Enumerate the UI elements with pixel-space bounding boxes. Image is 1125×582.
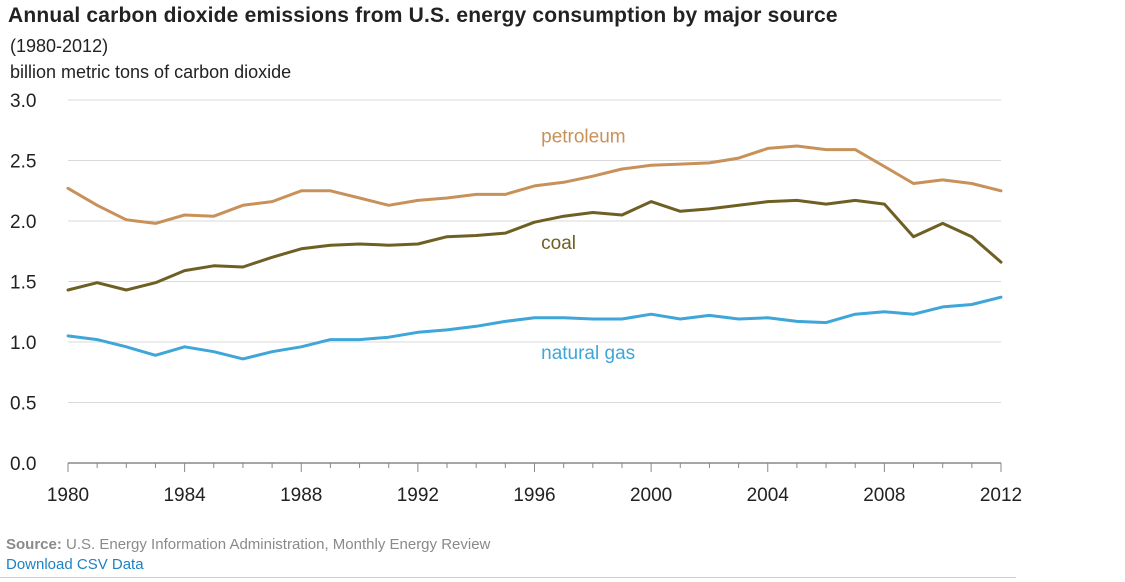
x-tick-label: 2008	[863, 485, 905, 506]
chart-title: Annual carbon dioxide emissions from U.S…	[8, 4, 838, 27]
x-axis: 1980 1984 1988 1992 1996 2000 2004 2008 2012	[47, 462, 1022, 506]
series-label-natural-gas: natural gas	[541, 343, 635, 364]
x-tick-label: 1988	[280, 485, 322, 506]
series-line-petroleum	[66, 144, 1003, 225]
series-label-petroleum: petroleum	[541, 126, 626, 147]
x-tick-label: 1992	[397, 485, 439, 506]
source-label: Source:	[6, 536, 62, 553]
series-labels: petroleum coal natural gas	[541, 126, 635, 364]
y-tick-label: 2.0	[10, 212, 36, 233]
series-line-coal	[66, 198, 1003, 292]
source-note: Source: U.S. Energy Information Administ…	[6, 536, 490, 553]
y-tick-label: 2.5	[10, 152, 36, 173]
x-tick-label: 1980	[47, 485, 89, 506]
y-tick-label: 1.0	[10, 333, 36, 354]
x-tick-label: 1984	[163, 485, 206, 506]
source-text: U.S. Energy Information Administration, …	[61, 536, 491, 553]
y-tick-label: 0.5	[10, 394, 36, 415]
footer-divider	[0, 577, 1016, 578]
x-tick-label: 1996	[513, 485, 555, 506]
y-tick-label: 1.5	[10, 273, 36, 294]
x-tick-label: 2000	[630, 485, 672, 506]
x-tick-label: 2004	[747, 485, 790, 506]
series-lines	[66, 144, 1003, 361]
gridlines	[68, 99, 1001, 403]
y-tick-label: 0.0	[10, 454, 36, 475]
y-axis-unit-label: billion metric tons of carbon dioxide	[10, 62, 292, 82]
series-line-natural-gas	[66, 295, 1003, 361]
y-tick-label: 3.0	[10, 91, 36, 112]
line-chart: 0.00.51.01.52.02.53.0 1980 1984 1988 1992 19…	[10, 91, 1022, 506]
y-axis-ticks: 0.0 0.5 1.0 1.5 2.0 2.5 3.0	[10, 91, 36, 475]
series-label-coal: coal	[541, 233, 576, 254]
chart-subtitle: (1980-2012)	[10, 36, 109, 56]
x-tick-label: 2012	[980, 485, 1022, 506]
download-csv-link[interactable]: Download CSV Data	[6, 556, 144, 573]
